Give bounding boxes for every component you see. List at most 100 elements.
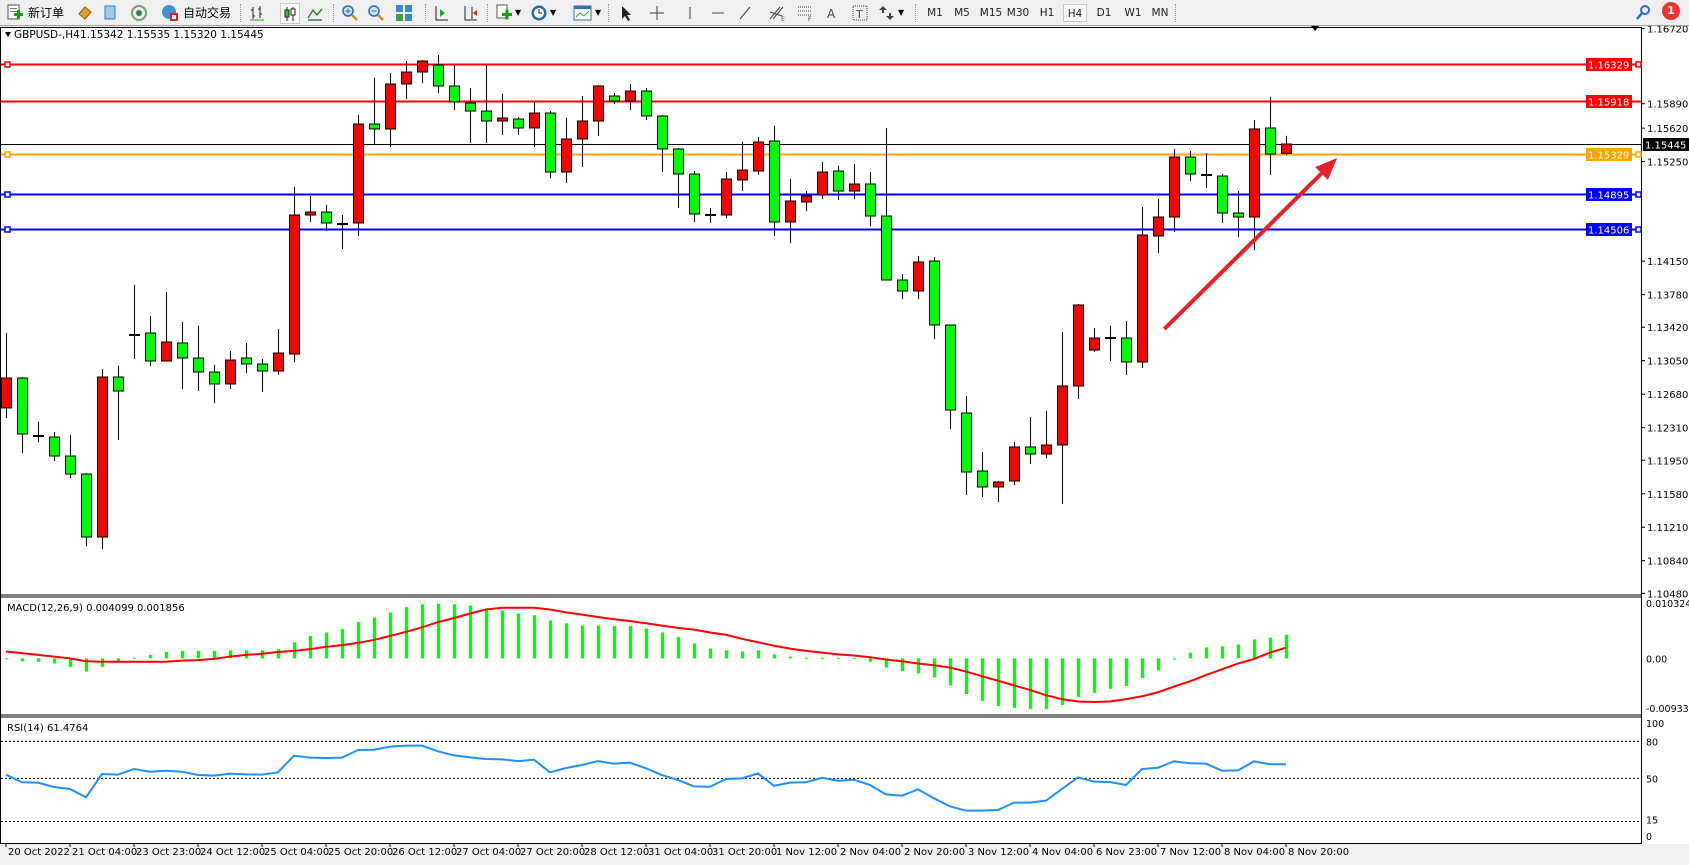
line-chart-button[interactable] [306, 3, 324, 22]
candle-body [593, 85, 604, 122]
timeframe-h4[interactable]: H4 [1063, 4, 1087, 22]
zoom-out-button[interactable] [367, 3, 385, 22]
macd-histogram-bar [1253, 639, 1256, 659]
auto-trading-button[interactable]: 自动交易 [160, 3, 231, 22]
time-tick-label: 25 Oct 20:00 [328, 847, 393, 858]
candle [1041, 411, 1052, 459]
horizontal-line-icon [712, 12, 724, 13]
bar-chart-button[interactable] [248, 3, 266, 22]
chart-shift-button[interactable] [461, 3, 479, 22]
metaeditor-button[interactable] [76, 3, 94, 22]
candle-body [401, 71, 412, 85]
candle-body [817, 171, 828, 196]
candle [161, 292, 172, 362]
fibonacci-retracement-icon: F [798, 6, 812, 22]
candle-body [913, 261, 924, 292]
rsi-axis-label: 50 [1646, 774, 1658, 785]
candle-body [641, 90, 652, 117]
candle-doji [705, 214, 716, 217]
time-tick-label: 27 Oct 20:00 [520, 847, 585, 858]
chart-shift-marker-icon[interactable] [1311, 26, 1319, 31]
candle [753, 137, 764, 176]
candle-body [961, 412, 972, 473]
timeframe-w1[interactable]: W1 [1124, 7, 1142, 19]
timeframe-m30[interactable]: M30 [1006, 7, 1030, 19]
timeframe-d1[interactable]: D1 [1096, 7, 1112, 19]
timeframe-m1[interactable]: M1 [927, 7, 943, 19]
chevron-down-icon[interactable]: ▼ [595, 8, 602, 17]
price-tick-label: 1.11580 [1647, 490, 1688, 501]
text-label-button[interactable]: T [851, 3, 869, 22]
candle-doji [33, 435, 44, 438]
candle-body [929, 260, 940, 326]
candle [49, 432, 60, 461]
cursor-button[interactable] [617, 3, 635, 22]
candle-body [289, 214, 300, 355]
fibonacci-fan-button[interactable]: E [768, 3, 788, 22]
candle [513, 117, 524, 136]
crosshair-button[interactable] [648, 3, 666, 22]
candle-body [1137, 234, 1148, 363]
candle [1, 333, 12, 419]
search-button[interactable] [1634, 3, 1652, 22]
candle [529, 101, 540, 147]
rsi-axis-label: 80 [1646, 737, 1658, 748]
auto-scroll-button[interactable] [432, 3, 450, 22]
timeframe-m15[interactable]: M15 [979, 7, 1003, 19]
timeframe-h1[interactable]: H1 [1039, 7, 1055, 19]
navigator-button[interactable] [101, 3, 119, 22]
svg-text:A: A [827, 7, 836, 21]
line-anchor-handle [1635, 226, 1642, 233]
text-icon: A [827, 7, 836, 21]
candle [129, 284, 140, 360]
zoom-in-button[interactable] [341, 3, 359, 22]
macd-histogram-bar [821, 657, 824, 659]
indicators-button[interactable]: ▼ [495, 3, 521, 22]
macd-histogram-bar [693, 643, 696, 659]
macd-histogram-bar [597, 625, 600, 659]
notifications-badge[interactable]: 1 [1662, 2, 1680, 20]
periods-button[interactable]: ▼ [530, 3, 556, 22]
collapse-triangle-icon[interactable] [5, 32, 11, 37]
arrows-button[interactable]: ▼ [878, 3, 904, 22]
macd-histogram-bar [565, 623, 568, 659]
candle [385, 73, 396, 147]
timeframe-mn[interactable]: MN [1151, 7, 1169, 19]
candle-body [945, 324, 956, 411]
candle [33, 421, 44, 442]
chevron-down-icon[interactable]: ▼ [898, 8, 905, 17]
price-tick-label: 1.14150 [1647, 257, 1688, 268]
fibonacci-retracement-button[interactable]: F [796, 3, 816, 22]
macd-histogram-bar [69, 658, 72, 667]
price-tick-label: 1.10480 [1647, 589, 1688, 600]
trend-line-button[interactable] [736, 3, 754, 22]
candle-body [1281, 143, 1292, 154]
tile-windows-button[interactable] [395, 3, 413, 22]
candle [497, 94, 508, 136]
candle-body [1041, 444, 1052, 455]
new-order-button[interactable]: 新订单 [6, 3, 64, 22]
chart-area[interactable] [0, 27, 1642, 844]
candle-body [849, 183, 860, 192]
macd-histogram-bar [213, 650, 216, 659]
search-icon [1636, 4, 1650, 20]
candle [977, 452, 988, 498]
horizontal-line-button[interactable] [709, 3, 727, 22]
indicators-icon [496, 4, 512, 19]
candlestick-chart-button[interactable] [280, 3, 300, 24]
line-anchor-handle [1635, 61, 1642, 68]
templates-button[interactable]: ▼ [573, 3, 601, 22]
candle [1009, 441, 1020, 485]
macd-histogram-bar [885, 658, 888, 668]
price-axis[interactable] [1642, 27, 1689, 844]
text-button[interactable]: A [823, 3, 841, 22]
signals-button[interactable] [130, 3, 148, 22]
cursor-icon [622, 5, 631, 21]
chevron-down-icon[interactable]: ▼ [515, 8, 522, 17]
timeframe-m5[interactable]: M5 [954, 7, 970, 19]
zoom-in-icon [342, 4, 358, 21]
vertical-line-button[interactable] [681, 3, 699, 22]
candle-doji [129, 334, 140, 337]
chevron-down-icon[interactable]: ▼ [550, 8, 557, 17]
